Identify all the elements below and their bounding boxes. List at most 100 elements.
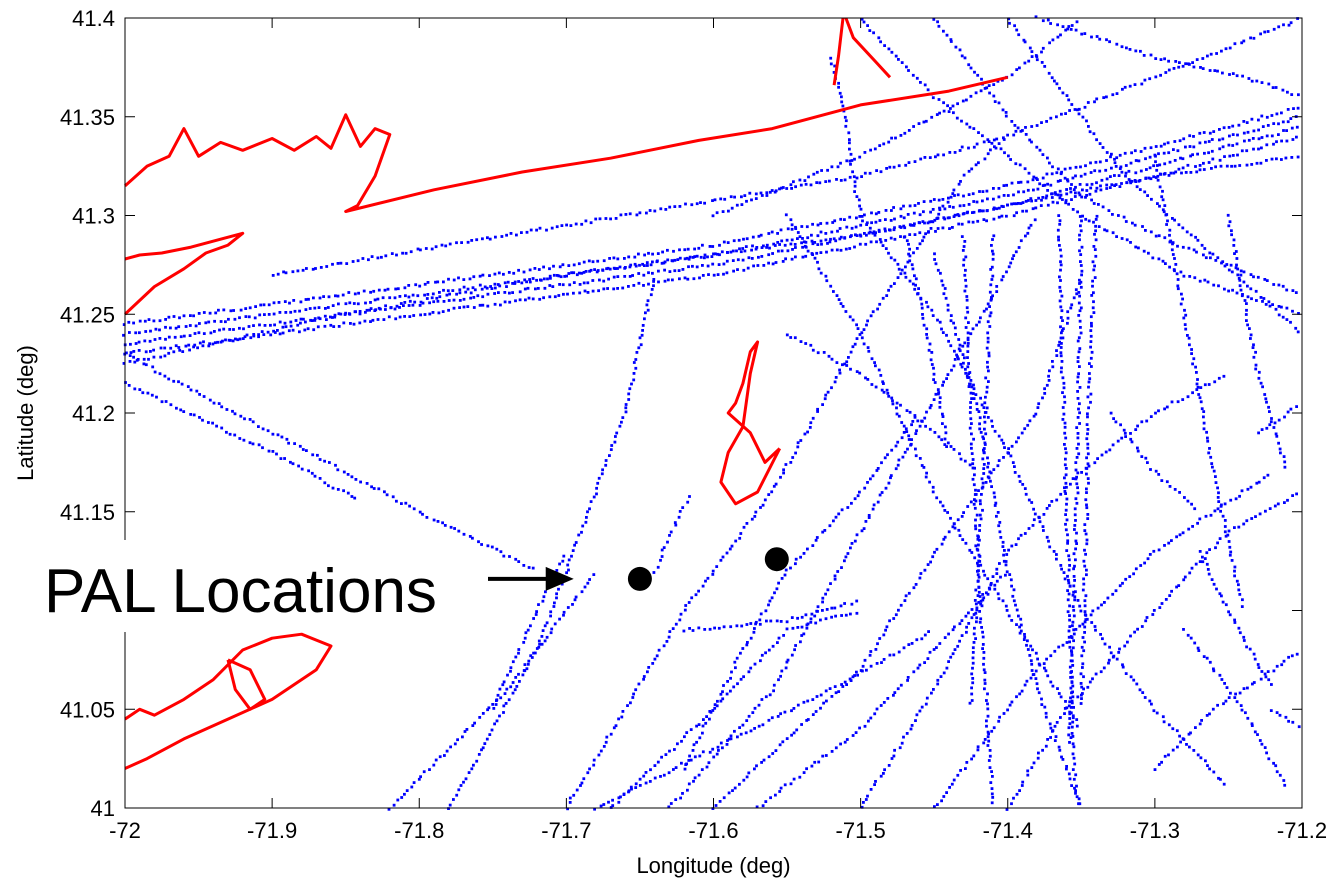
track-point [149,329,152,333]
track-point [971,681,975,685]
track-point [859,223,863,227]
track-point [1092,132,1096,136]
track-point [673,748,676,751]
track-point [241,337,245,340]
track-point [1092,311,1096,314]
track-point [1173,140,1177,143]
track-point [944,296,948,300]
track-point [1199,386,1203,389]
track-point [961,99,965,103]
vessel-track [122,106,1300,326]
track-point [530,656,534,659]
track-point [518,298,522,302]
track-point [1010,181,1014,185]
track-point [1019,617,1023,621]
track-point [1078,319,1082,323]
track-point [860,336,864,340]
track-point [284,271,288,275]
track-point [793,336,797,340]
track-point [858,155,862,159]
track-point [1070,103,1074,106]
track-point [1252,275,1255,279]
track-point [333,315,337,319]
track-point [834,515,838,519]
track-point [1204,140,1207,144]
track-point [1134,567,1138,571]
track-point [779,620,783,623]
track-point [770,716,774,720]
track-point [568,283,572,287]
track-point [890,136,893,140]
track-point [887,764,891,767]
track-point [993,429,997,433]
track-point [978,190,981,193]
track-point [1156,202,1159,205]
track-point [224,320,227,324]
track-point [882,772,885,775]
track-point [269,323,272,327]
track-point [1069,659,1073,663]
track-point [1085,456,1088,460]
track-point [978,560,982,563]
track-point [967,220,971,224]
track-point [799,183,803,187]
track-point [668,630,672,633]
track-point [1139,564,1143,567]
track-point [736,258,740,262]
track-point [1227,696,1231,699]
track-point [963,459,967,463]
track-point [1118,647,1121,651]
track-point [346,491,350,495]
track-point [588,767,591,771]
track-point [1142,249,1146,253]
track-point [1069,28,1073,31]
track-point [291,328,295,332]
track-point [1154,411,1157,415]
track-point [1186,499,1190,503]
track-point [1076,471,1080,475]
track-point [1091,279,1094,283]
track-point [1267,405,1270,409]
track-point [848,138,851,141]
track-point [342,470,346,474]
track-point [851,675,855,679]
track-point [1234,692,1237,696]
track-point [1012,133,1016,137]
track-point [706,255,709,259]
track-point [880,388,884,392]
track-point [785,333,789,337]
track-point [895,412,899,416]
track-point [1029,676,1033,680]
track-point [1191,61,1194,64]
track-point [498,714,501,718]
track-point [193,332,197,335]
track-point [667,635,671,639]
track-point [819,251,823,254]
track-point [1162,720,1166,724]
track-point [759,233,763,237]
track-point [701,243,704,247]
track-point [197,312,201,315]
track-point [1196,646,1200,650]
track-point [460,241,463,244]
track-point [1033,512,1037,516]
track-point [1030,50,1034,53]
track-point [1068,618,1071,622]
track-point [899,683,903,687]
track-point [851,170,854,174]
track-point [830,615,833,619]
track-point [678,510,682,513]
track-point [986,702,989,706]
track-point [506,673,509,677]
track-point [945,333,948,337]
track-point [1217,376,1221,380]
track-point [853,180,857,184]
track-point [1066,539,1070,543]
track-point [935,217,939,220]
track-point [585,516,588,519]
track-point [743,194,747,197]
track-point [1065,502,1068,506]
track-point [294,319,298,322]
track-point [988,587,992,591]
track-point [1140,82,1144,86]
